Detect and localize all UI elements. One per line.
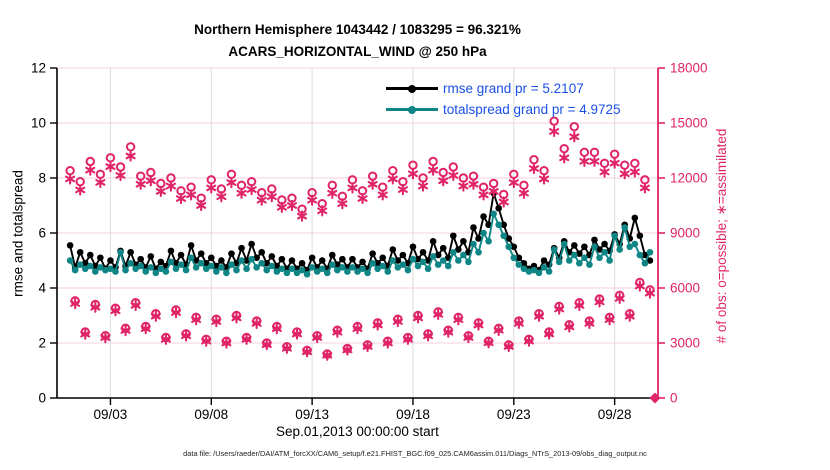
- right-axis-label: # of obs: o=possible; ∗=assimilated: [714, 128, 729, 344]
- svg-text:9000: 9000: [670, 226, 700, 241]
- svg-text:4: 4: [38, 281, 46, 296]
- left-axis-label: rmse and totalspread: [10, 170, 26, 297]
- possible-markers: [65, 116, 655, 359]
- data-file-caption: data file: /Users/raeder/DAI/ATM_forcXX/…: [183, 449, 647, 458]
- svg-text:6: 6: [38, 226, 46, 241]
- zero-obs-marker: [649, 392, 661, 404]
- legend-item-rmse: rmse grand pr = 5.2107: [386, 78, 621, 99]
- title-line2: ACARS_HORIZONTAL_WIND @ 250 hPa: [228, 44, 487, 59]
- rmse-series: [66, 189, 654, 274]
- svg-text:3000: 3000: [670, 336, 700, 351]
- svg-text:2: 2: [38, 336, 46, 351]
- svg-text:09/13: 09/13: [295, 407, 329, 422]
- svg-text:18000: 18000: [670, 61, 708, 76]
- rmse-line-swatch: [386, 84, 438, 93]
- assimilated-markers: [65, 125, 655, 361]
- svg-text:12000: 12000: [670, 171, 708, 186]
- horizontal-gridlines: [57, 67, 658, 344]
- svg-text:8: 8: [38, 171, 46, 186]
- axis-tick-labels: 0 2 4 6 8 10 12 0 3000 6000 9000 12000 15000 18000 09/…: [31, 61, 708, 423]
- svg-text:09/03: 09/03: [94, 407, 128, 422]
- x-axis-label: Sep.01,2013 00:00:00 start: [276, 424, 439, 439]
- svg-text:6000: 6000: [670, 281, 700, 296]
- svg-text:12: 12: [31, 61, 46, 76]
- totalspread-line-swatch: [386, 105, 438, 114]
- svg-text:09/23: 09/23: [497, 407, 531, 422]
- svg-text:0: 0: [38, 391, 46, 406]
- legend-label-rmse: rmse grand pr = 5.2107: [443, 81, 584, 96]
- svg-text:0: 0: [670, 391, 678, 406]
- legend-label-totalspread: totalspread grand pr = 4.9725: [443, 102, 621, 117]
- svg-text:15000: 15000: [670, 116, 708, 131]
- svg-text:09/28: 09/28: [598, 407, 632, 422]
- legend-item-totalspread: totalspread grand pr = 4.9725: [386, 99, 621, 120]
- svg-text:09/18: 09/18: [396, 407, 430, 422]
- title-line1: Northern Hemisphere 1043442 / 1083295 = …: [194, 22, 521, 37]
- legend: rmse grand pr = 5.2107 totalspread grand…: [386, 78, 621, 120]
- axis-ticks: [50, 67, 665, 405]
- svg-text:10: 10: [31, 116, 46, 131]
- svg-text:09/08: 09/08: [194, 407, 228, 422]
- totalspread-series: [66, 210, 654, 278]
